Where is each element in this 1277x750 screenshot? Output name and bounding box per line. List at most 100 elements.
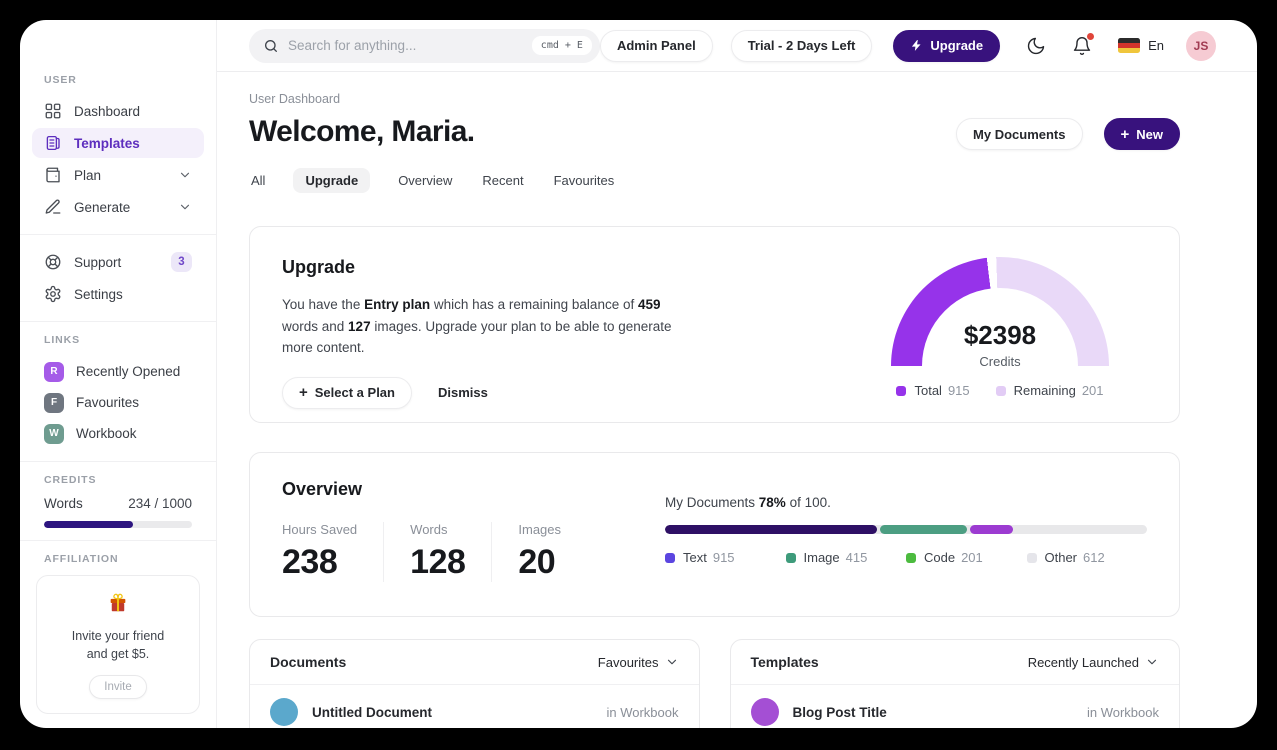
sidebar-divider bbox=[20, 461, 216, 462]
upgrade-button[interactable]: Upgrade bbox=[893, 29, 1001, 62]
stat-words: Words 128 bbox=[383, 522, 491, 582]
credits-gauge-caption: Credits bbox=[979, 354, 1021, 369]
main-column: cmd + E Admin Panel Trial - 2 Days Left … bbox=[217, 20, 1257, 728]
legend-item-code: Code 201 bbox=[906, 550, 1027, 565]
page-title: Welcome, Maria. bbox=[249, 115, 475, 148]
wallet-icon bbox=[44, 166, 62, 184]
admin-panel-button[interactable]: Admin Panel bbox=[599, 29, 713, 62]
tab-overview[interactable]: Overview bbox=[398, 173, 453, 188]
upgrade-card-body: You have the Entry plan which has a rema… bbox=[282, 297, 672, 356]
documents-usage-block: My Documents 78% of 100. Text 915 bbox=[665, 479, 1147, 616]
select-plan-button[interactable]: + Select a Plan bbox=[282, 376, 412, 409]
new-button-label: New bbox=[1136, 126, 1163, 142]
tab-recent[interactable]: Recent bbox=[482, 173, 524, 188]
template-list-item[interactable]: Blog Post Title in Workbook bbox=[731, 685, 1180, 726]
app-window: USER Dashboard Templates Plan Generate S… bbox=[20, 20, 1257, 728]
invite-button[interactable]: Invite bbox=[89, 675, 147, 700]
sidebar-item-plan[interactable]: Plan bbox=[32, 160, 204, 190]
templates-card-title: Templates bbox=[750, 654, 819, 670]
overview-card: Overview Hours Saved 238 Words 128 Image… bbox=[249, 452, 1180, 617]
sidebar-item-support[interactable]: Support 3 bbox=[32, 247, 204, 277]
sidebar-divider bbox=[20, 234, 216, 235]
legend-swatch bbox=[995, 385, 1006, 396]
dark-mode-icon[interactable] bbox=[1026, 36, 1046, 56]
legend-swatch bbox=[785, 552, 796, 563]
new-button[interactable]: + New bbox=[1103, 118, 1180, 150]
bar-segment-code bbox=[969, 525, 1014, 534]
sidebar-link-favourites[interactable]: F Favourites bbox=[32, 387, 204, 418]
sidebar-link-recently-opened[interactable]: R Recently Opened bbox=[32, 356, 204, 387]
language-code: En bbox=[1148, 38, 1164, 53]
plus-icon: + bbox=[1120, 125, 1130, 143]
filter-tabs: All Upgrade Overview Recent Favourites bbox=[249, 168, 1180, 193]
grid-icon bbox=[44, 102, 62, 120]
notifications-bell-icon[interactable] bbox=[1072, 32, 1095, 56]
overview-card-title: Overview bbox=[282, 479, 363, 499]
topbar: cmd + E Admin Panel Trial - 2 Days Left … bbox=[217, 20, 1257, 72]
link-initial-badge: F bbox=[44, 392, 64, 413]
sidebar-item-dashboard[interactable]: Dashboard bbox=[32, 96, 204, 126]
notification-dot bbox=[1087, 32, 1095, 40]
life-buoy-icon bbox=[44, 253, 62, 271]
documents-filter-dropdown[interactable]: Favourites bbox=[598, 655, 679, 670]
sidebar-item-label: Templates bbox=[74, 135, 140, 151]
affiliation-card: Invite your friend and get $5. Invite bbox=[36, 575, 200, 715]
link-initial-badge: W bbox=[44, 423, 64, 444]
legend-item-total: Total 915 bbox=[896, 383, 970, 398]
language-selector[interactable]: En bbox=[1118, 38, 1164, 53]
search-bar[interactable]: cmd + E bbox=[249, 28, 600, 63]
sidebar-item-templates[interactable]: Templates bbox=[32, 128, 204, 158]
trial-status-button[interactable]: Trial - 2 Days Left bbox=[730, 29, 873, 62]
documents-filter-label: Favourites bbox=[597, 654, 659, 670]
tab-favourites[interactable]: Favourites bbox=[553, 173, 615, 188]
legend-item-text: Text 915 bbox=[665, 550, 786, 565]
sidebar-item-label: Dashboard bbox=[74, 103, 141, 119]
template-avatar bbox=[750, 698, 779, 726]
credits-progress-fill bbox=[44, 521, 133, 528]
usage-stacked-bar bbox=[665, 525, 1147, 534]
lightning-icon bbox=[910, 39, 923, 52]
templates-filter-dropdown[interactable]: Recently Launched bbox=[1028, 655, 1159, 670]
sidebar-link-workbook[interactable]: W Workbook bbox=[32, 418, 204, 449]
upgrade-card-title: Upgrade bbox=[282, 257, 356, 277]
link-label: Recently Opened bbox=[76, 364, 181, 379]
sidebar-item-label: Plan bbox=[74, 167, 102, 183]
documents-card-header: Documents Favourites bbox=[250, 640, 699, 685]
legend-item-image: Image 415 bbox=[785, 550, 907, 565]
support-count-badge: 3 bbox=[171, 252, 192, 272]
document-title: Untitled Document bbox=[312, 704, 432, 720]
sidebar-divider bbox=[20, 540, 216, 541]
dismiss-button[interactable]: Dismiss bbox=[437, 385, 488, 401]
credits-gauge-legend: Total 915 Remaining 201 bbox=[896, 383, 1104, 398]
credits-gauge-value: $2398 bbox=[963, 320, 1037, 350]
document-list-item[interactable]: Untitled Document in Workbook bbox=[250, 685, 699, 726]
usage-bar-legend: Text 915 Image 415 Code 201 bbox=[665, 550, 1147, 565]
legend-swatch bbox=[665, 552, 675, 563]
document-icon bbox=[44, 134, 62, 152]
credits-gauge-block: $2398 Credits Total 915 Remaining bbox=[891, 257, 1109, 422]
overview-stats: Hours Saved 238 Words 128 Images 20 bbox=[282, 522, 665, 582]
sidebar-item-settings[interactable]: Settings bbox=[32, 279, 204, 309]
templates-filter-label: Recently Launched bbox=[1027, 654, 1139, 670]
bar-segment-text bbox=[665, 525, 878, 534]
user-avatar[interactable]: JS bbox=[1186, 30, 1216, 61]
bottom-cards-row: Documents Favourites Untitled Document i… bbox=[249, 639, 1180, 728]
sidebar-item-label: Generate bbox=[74, 199, 131, 215]
my-documents-button[interactable]: My Documents bbox=[956, 118, 1083, 150]
documents-card: Documents Favourites Untitled Document i… bbox=[249, 639, 700, 728]
stat-hours-saved: Hours Saved 238 bbox=[282, 522, 358, 581]
tab-upgrade[interactable]: Upgrade bbox=[293, 168, 371, 193]
affiliation-line1: Invite your friend bbox=[71, 629, 165, 643]
sidebar-item-generate[interactable]: Generate bbox=[32, 192, 204, 222]
chevron-down-icon bbox=[665, 655, 679, 669]
gift-icon bbox=[107, 592, 129, 614]
topbar-actions: Admin Panel Trial - 2 Days Left Upgrade … bbox=[599, 29, 1216, 62]
sidebar-section-user: USER bbox=[44, 74, 77, 86]
sidebar: USER Dashboard Templates Plan Generate S… bbox=[20, 20, 217, 728]
link-label: Favourites bbox=[76, 395, 140, 410]
tab-all[interactable]: All bbox=[251, 173, 266, 188]
sidebar-item-label: Support bbox=[74, 254, 122, 270]
search-input[interactable] bbox=[288, 38, 532, 53]
credits-words-label: Words bbox=[44, 496, 83, 511]
document-avatar bbox=[270, 698, 298, 726]
